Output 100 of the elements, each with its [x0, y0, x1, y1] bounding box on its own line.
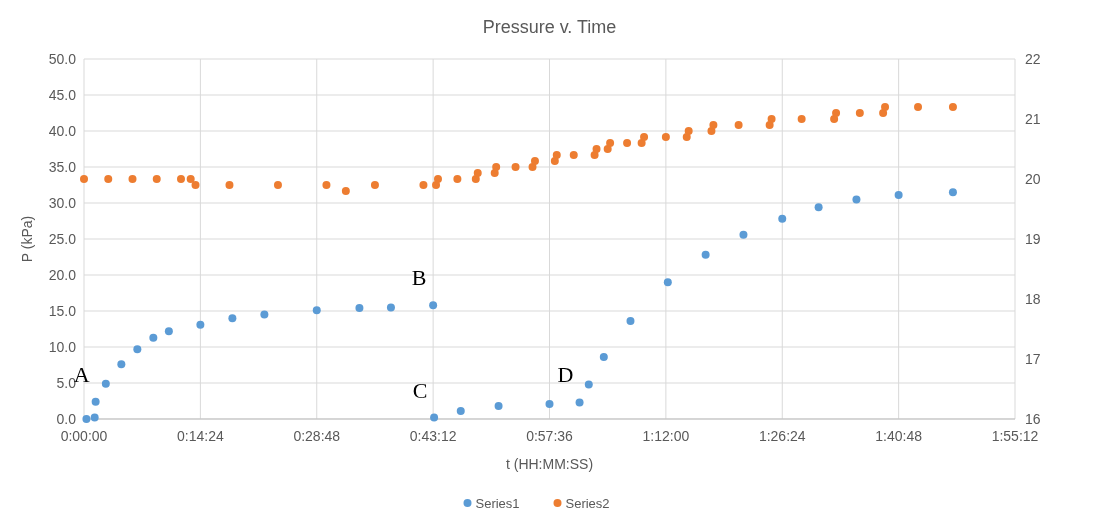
point	[739, 230, 748, 239]
y-tick-label: 0.0	[56, 411, 77, 427]
point	[948, 188, 957, 197]
point	[626, 317, 635, 326]
point	[225, 181, 234, 189]
y2-tick-label: 18	[1025, 291, 1041, 307]
y-tick-label: 20.0	[48, 267, 77, 283]
annotation: B	[411, 265, 427, 291]
point	[592, 145, 601, 153]
x-tick-label: 1:40:48	[875, 428, 923, 444]
point	[149, 333, 158, 342]
y-tick-label: 10.0	[48, 339, 77, 355]
point	[709, 121, 718, 129]
y-tick-label: 30.0	[48, 195, 77, 211]
point	[606, 139, 615, 147]
x-tick-label: 1:12:00	[642, 428, 690, 444]
y-tick-label: 45.0	[48, 87, 77, 103]
legend-label: Series2	[565, 496, 610, 511]
point	[260, 310, 269, 319]
point	[429, 301, 438, 310]
point	[530, 157, 539, 165]
point	[186, 175, 195, 183]
point	[128, 175, 137, 183]
y-tick-label: 35.0	[48, 159, 77, 175]
point	[228, 314, 237, 323]
x-tick-label: 0:00:00	[60, 428, 108, 444]
y-axis-title: P (kPa)	[19, 215, 35, 263]
legend-label: Series1	[475, 496, 520, 511]
point	[355, 304, 364, 313]
point	[663, 278, 672, 287]
point	[80, 175, 88, 183]
point	[855, 109, 864, 117]
point	[852, 195, 861, 204]
point	[176, 175, 185, 183]
point	[492, 163, 501, 171]
point	[575, 398, 584, 407]
point	[473, 169, 482, 177]
x-tick-label: 0:14:24	[177, 428, 224, 444]
y-tick-label: 25.0	[48, 231, 77, 247]
point	[430, 413, 439, 422]
x-tick-label: 0:43:12	[409, 428, 457, 444]
point	[778, 214, 787, 223]
point	[191, 181, 200, 189]
x-tick-label: 1:26:24	[758, 428, 806, 444]
point	[386, 303, 395, 312]
point	[101, 379, 110, 388]
point	[456, 407, 465, 416]
point	[545, 399, 554, 408]
x-tick-label: 1:55:12	[991, 428, 1039, 444]
x-tick-label: 0:57:36	[526, 428, 574, 444]
point	[623, 139, 632, 147]
point	[640, 133, 649, 141]
point	[419, 181, 428, 189]
point	[91, 397, 100, 406]
point	[196, 320, 205, 329]
point	[453, 175, 462, 183]
point	[832, 109, 841, 117]
point	[881, 103, 890, 111]
point	[152, 175, 161, 183]
annotation: C	[412, 377, 428, 403]
point	[433, 175, 442, 183]
point	[797, 115, 806, 123]
point	[701, 250, 710, 259]
point	[312, 306, 321, 315]
point	[914, 103, 923, 111]
y-tick-label: 40.0	[48, 123, 77, 139]
y-tick-label: 15.0	[48, 303, 77, 319]
y2-tick-label: 16	[1025, 411, 1041, 427]
y2-tick-label: 17	[1025, 351, 1041, 367]
x-tick-label: 0:28:48	[293, 428, 341, 444]
point	[322, 181, 331, 189]
y2-tick-label: 19	[1025, 231, 1041, 247]
point	[82, 415, 91, 423]
point	[341, 187, 350, 195]
point	[273, 181, 282, 189]
point	[894, 191, 903, 200]
point	[948, 103, 957, 111]
point	[370, 181, 379, 189]
point	[734, 121, 743, 129]
y2-tick-label: 20	[1025, 171, 1041, 187]
point	[584, 380, 593, 389]
point	[133, 345, 142, 354]
point	[494, 402, 503, 411]
annotation: D	[557, 362, 574, 388]
point	[104, 175, 113, 183]
y2-tick-label: 22	[1025, 51, 1041, 67]
point	[684, 127, 693, 135]
chart-title: Pressure v. Time	[482, 17, 617, 37]
point	[661, 133, 670, 141]
point	[569, 151, 578, 159]
point	[117, 360, 126, 369]
y-tick-label: 50.0	[48, 51, 77, 67]
point	[767, 115, 776, 123]
point	[90, 413, 99, 422]
point	[164, 327, 173, 336]
point	[814, 203, 823, 212]
x-axis-title: t (HH:MM:SS)	[505, 456, 594, 472]
y2-tick-label: 21	[1025, 111, 1041, 127]
point	[511, 163, 520, 171]
point	[552, 151, 561, 159]
